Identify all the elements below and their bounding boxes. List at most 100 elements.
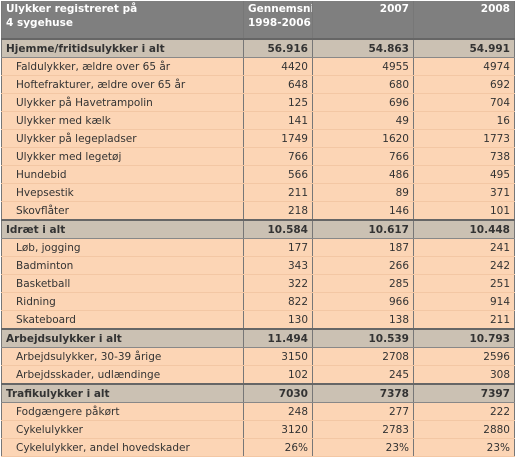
row-label: Hoftefrakturer, ældre over 65 år	[1, 75, 244, 94]
total-value: 54.863	[368, 42, 409, 55]
row-value: 2596	[413, 347, 515, 366]
value-text: 692	[489, 78, 510, 91]
section-title-text: Idræt i alt	[6, 223, 66, 236]
row-label: Ulykker med legetøj	[1, 147, 244, 166]
total-value: 10.539	[368, 332, 409, 345]
value-text: 766	[287, 150, 308, 163]
row-label-text: Arbejdsulykker, 30-39 årige	[16, 350, 162, 363]
row-value: 266	[312, 256, 414, 275]
row-value: 125	[243, 93, 313, 112]
row-value: 251	[413, 274, 515, 293]
row-value: 187	[312, 238, 414, 257]
value-text: 248	[287, 405, 308, 418]
row-value: 322	[243, 274, 313, 293]
total-value: 56.916	[267, 42, 308, 55]
row-label-text: Cykelulykker, andel hovedskader	[16, 441, 190, 454]
row-label: Ulykker på Havetrampolin	[1, 93, 244, 112]
row-value: 822	[243, 292, 313, 311]
data-row: Ulykker på legepladser 1749 1620 1773	[1, 129, 515, 148]
row-label-text: Cykelulykker	[16, 423, 83, 436]
section-total: 54.863	[312, 38, 414, 58]
row-value: 101	[413, 201, 515, 221]
row-value: 130	[243, 310, 313, 330]
section-row: Arbejdsulykker i alt 11.494 10.539 10.793	[1, 328, 515, 348]
header-text: 1998-2006	[248, 17, 311, 29]
total-value: 7397	[480, 387, 510, 400]
total-value: 7030	[278, 387, 308, 400]
data-row: Ulykker med kælk 141 49 16	[1, 111, 515, 130]
table-body: Hjemme/fritidsulykker i alt 56.916 54.863 5…	[1, 38, 515, 457]
data-row: Skateboard 130 138 211	[1, 310, 515, 330]
header-text: Ulykker registreret på	[6, 3, 138, 15]
section-row: Hjemme/fritidsulykker i alt 56.916 54.863 5…	[1, 38, 515, 58]
section-title: Idræt i alt	[1, 219, 244, 239]
section-title: Arbejdsulykker i alt	[1, 328, 244, 348]
row-value: 966	[312, 292, 414, 311]
value-text: 130	[287, 313, 308, 326]
total-value: 7378	[379, 387, 409, 400]
row-label-text: Hundebid	[16, 168, 67, 181]
row-value: 680	[312, 75, 414, 94]
row-label-text: Faldulykker, ældre over 65 år	[16, 60, 171, 73]
data-row: Faldulykker, ældre over 65 år 4420 4955 497…	[1, 57, 515, 76]
row-value: 4974	[413, 57, 515, 76]
section-total: 10.793	[413, 328, 515, 348]
section-total: 10.539	[312, 328, 414, 348]
header-text: 2007	[379, 3, 409, 15]
row-value: 486	[312, 165, 414, 184]
value-text: 251	[489, 277, 510, 290]
row-value: 23%	[312, 438, 414, 457]
row-label-text: Hvepsestik	[16, 186, 74, 199]
header-text: Gennemsnit	[248, 3, 313, 15]
header-cell: Ulykker registreret på 4 sygehuse	[1, 1, 244, 39]
row-value: 242	[413, 256, 515, 275]
section-total: 56.916	[243, 38, 313, 58]
value-text: 242	[489, 259, 510, 272]
value-text: 177	[287, 241, 308, 254]
data-row: Hvepsestik 211 89 371	[1, 183, 515, 202]
value-text: 914	[489, 295, 510, 308]
value-text: 89	[395, 186, 409, 199]
row-value: 2880	[413, 420, 515, 439]
section-total: 54.991	[413, 38, 515, 58]
data-row: Cykelulykker, andel hovedskader 26% 23% 23%	[1, 438, 515, 457]
data-row: Fodgængere påkørt 248 277 222	[1, 402, 515, 421]
value-text: 285	[388, 277, 409, 290]
section-total: 7030	[243, 383, 313, 403]
section-total: 10.584	[243, 219, 313, 239]
row-label: Løb, jogging	[1, 238, 244, 257]
section-row: Idræt i alt 10.584 10.617 10.448	[1, 219, 515, 239]
row-value: 146	[312, 201, 414, 221]
row-label-text: Ulykker på Havetrampolin	[16, 96, 153, 109]
value-text: 277	[388, 405, 409, 418]
row-label: Arbejdsulykker, 30-39 årige	[1, 347, 244, 366]
row-label: Basketball	[1, 274, 244, 293]
row-value: 241	[413, 238, 515, 257]
row-value: 3120	[243, 420, 313, 439]
row-value: 102	[243, 365, 313, 385]
value-text: 218	[287, 204, 308, 217]
row-label: Hvepsestik	[1, 183, 244, 202]
header-text: 2008	[480, 3, 510, 15]
row-label: Cykelulykker	[1, 420, 244, 439]
value-text: 4955	[382, 60, 409, 73]
value-text: 3150	[281, 350, 308, 363]
value-text: 680	[388, 78, 409, 91]
header-row: Ulykker registreret på 4 sygehuse Gennemsn…	[1, 1, 515, 39]
value-text: 371	[489, 186, 510, 199]
data-row: Hundebid 566 486 495	[1, 165, 515, 184]
value-text: 49	[395, 114, 409, 127]
row-value: 285	[312, 274, 414, 293]
total-value: 10.584	[267, 223, 308, 236]
row-value: 1749	[243, 129, 313, 148]
row-value: 2783	[312, 420, 414, 439]
total-value: 10.793	[469, 332, 510, 345]
value-text: 2708	[382, 350, 409, 363]
section-title-text: Arbejdsulykker i alt	[6, 332, 122, 345]
row-label-text: Hoftefrakturer, ældre over 65 år	[16, 78, 186, 91]
row-label-text: Skateboard	[16, 313, 76, 326]
total-value: 10.448	[469, 223, 510, 236]
row-label: Cykelulykker, andel hovedskader	[1, 438, 244, 457]
row-value: 89	[312, 183, 414, 202]
